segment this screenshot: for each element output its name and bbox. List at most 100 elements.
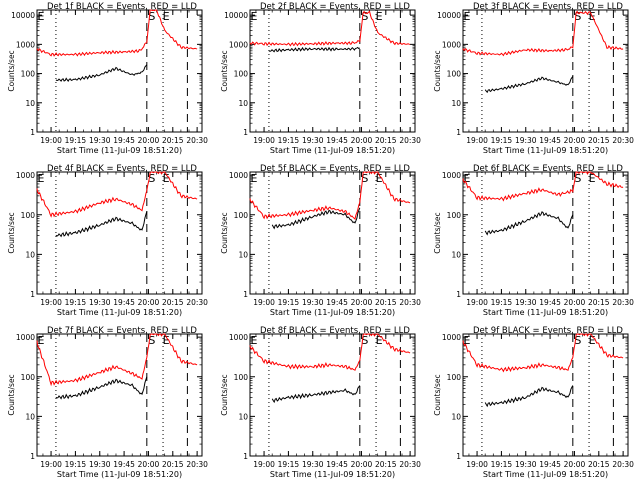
panel-title: Det 9f BLACK = Events, RED = LLD [473,326,623,336]
series-line-lld [36,171,198,218]
detector-panel-7: Det 7f BLACK = Events, RED = LLD 1 10 100 10… [7,326,208,479]
detector-panel-5: Det 5f BLACK = Events, RED = LLD 1 10 100 10… [220,164,421,317]
plot-frame [462,333,629,457]
y-axis-label: Counts/sec [7,374,16,415]
x-tick-label: 19:30 [302,136,324,145]
x-tick-label: 20:30 [186,460,208,469]
y-tick-label: 10 [451,99,461,108]
marker-label: E [163,10,170,23]
x-axis-label: Start Time (11-Jul-09 18:51:20) [483,146,608,155]
x-tick-label: 20:30 [612,136,634,145]
y-tick-label: 1 [30,128,35,137]
y-tick-label: 1 [243,452,248,461]
detector-panel-4: Det 4f BLACK = Events, RED = LLD 1 10 100 10… [7,164,208,317]
series-line-lld [462,333,624,373]
x-tick-label: 20:00 [351,298,373,307]
x-tick-label: 19:15 [278,460,300,469]
x-tick-label: 19:15 [278,136,300,145]
x-axis-label: Start Time (11-Jul-09 18:51:20) [270,470,395,479]
x-tick-label: 19:45 [326,298,348,307]
y-tick-label: 100 [447,70,462,79]
x-tick-label: 19:00 [253,298,275,307]
x-tick-label: 19:45 [326,460,348,469]
y-tick-label: 10 [451,250,461,259]
series-line-events [55,64,148,82]
x-tick-label: 20:15 [588,136,610,145]
x-tick-label: 19:45 [113,298,135,307]
x-tick-label: 19:00 [466,298,488,307]
series-line-lld [36,333,198,387]
series-line-events [271,207,361,230]
detector-panel-3: Det 3f BLACK = Events, RED = LLD 1 10 100 10… [433,2,634,155]
series-line-lld [462,171,624,202]
series-line-events [55,376,148,400]
marker-label: E [589,334,596,347]
x-tick-label: 20:15 [375,136,397,145]
y-tick-label: 10 [25,250,35,259]
series-line-events [268,46,361,53]
x-tick-label: 19:00 [253,136,275,145]
x-tick-label: 20:00 [564,460,586,469]
y-tick-label: 10000 [224,11,248,20]
x-tick-label: 20:00 [138,298,160,307]
series-line-events [484,211,574,236]
x-tick-label: 19:15 [65,136,87,145]
marker-label: E [464,334,471,347]
marker-label: S [361,10,368,23]
x-tick-label: 20:15 [162,460,184,469]
series-line-lld [462,10,624,57]
y-tick-label: 1 [456,128,461,137]
y-tick-label: 10000 [437,11,461,20]
panel-title: Det 4f BLACK = Events, RED = LLD [47,164,197,174]
marker-label: S [574,172,581,185]
x-tick-label: 19:30 [89,136,111,145]
panel-title: Det 8f BLACK = Events, RED = LLD [260,326,410,336]
marker-label: E [589,172,596,185]
y-axis-label: Counts/sec [433,50,442,91]
x-tick-label: 20:30 [612,298,634,307]
x-tick-label: 19:30 [515,298,537,307]
x-tick-label: 20:30 [399,460,421,469]
x-tick-label: 19:15 [65,460,87,469]
detector-panel-6: Det 6f BLACK = Events, RED = LLD 1 10 100 10… [433,164,634,317]
series-line-events [484,76,574,94]
y-tick-label: 1000 [229,171,248,180]
panel-title: Det 1f BLACK = Events, RED = LLD [47,2,197,12]
x-axis-label: Start Time (11-Jul-09 18:51:20) [270,308,395,317]
marker-label: E [38,10,45,23]
panel-title: Det 7f BLACK = Events, RED = LLD [47,326,197,336]
y-tick-label: 1 [456,452,461,461]
marker-label: E [38,172,45,185]
plot-frame [36,9,203,133]
x-tick-label: 20:30 [186,298,208,307]
detector-panel-1: Det 1f BLACK = Events, RED = LLD 1 10 100 10… [7,2,208,155]
x-tick-label: 19:15 [65,298,87,307]
x-tick-label: 20:15 [162,298,184,307]
x-tick-label: 20:15 [375,460,397,469]
y-tick-label: 100 [234,211,249,220]
x-tick-label: 19:30 [302,298,324,307]
marker-label: E [163,334,170,347]
x-tick-label: 19:00 [40,136,62,145]
x-tick-label: 19:15 [278,298,300,307]
series-line-events [484,385,574,408]
x-tick-label: 20:00 [138,136,160,145]
x-axis-label: Start Time (11-Jul-09 18:51:20) [483,470,608,479]
y-tick-label: 1 [243,290,248,299]
x-tick-label: 19:00 [466,460,488,469]
x-axis-label: Start Time (11-Jul-09 18:51:20) [57,146,182,155]
detector-panel-9: Det 9f BLACK = Events, RED = LLD 1 10 100 10… [433,326,634,479]
x-axis-label: Start Time (11-Jul-09 18:51:20) [483,308,608,317]
y-tick-label: 10000 [11,11,35,20]
x-tick-label: 19:45 [539,136,561,145]
y-axis-label: Counts/sec [7,50,16,91]
y-tick-label: 1000 [442,333,461,342]
marker-label: E [464,10,471,23]
y-axis-label: Counts/sec [220,50,229,91]
x-tick-label: 19:30 [302,460,324,469]
marker-label: S [148,172,155,185]
x-tick-label: 20:30 [612,460,634,469]
detector-panel-8: Det 8f BLACK = Events, RED = LLD 1 10 100 10… [220,326,421,479]
y-tick-label: 100 [234,373,249,382]
panel-title: Det 2f BLACK = Events, RED = LLD [260,2,410,12]
